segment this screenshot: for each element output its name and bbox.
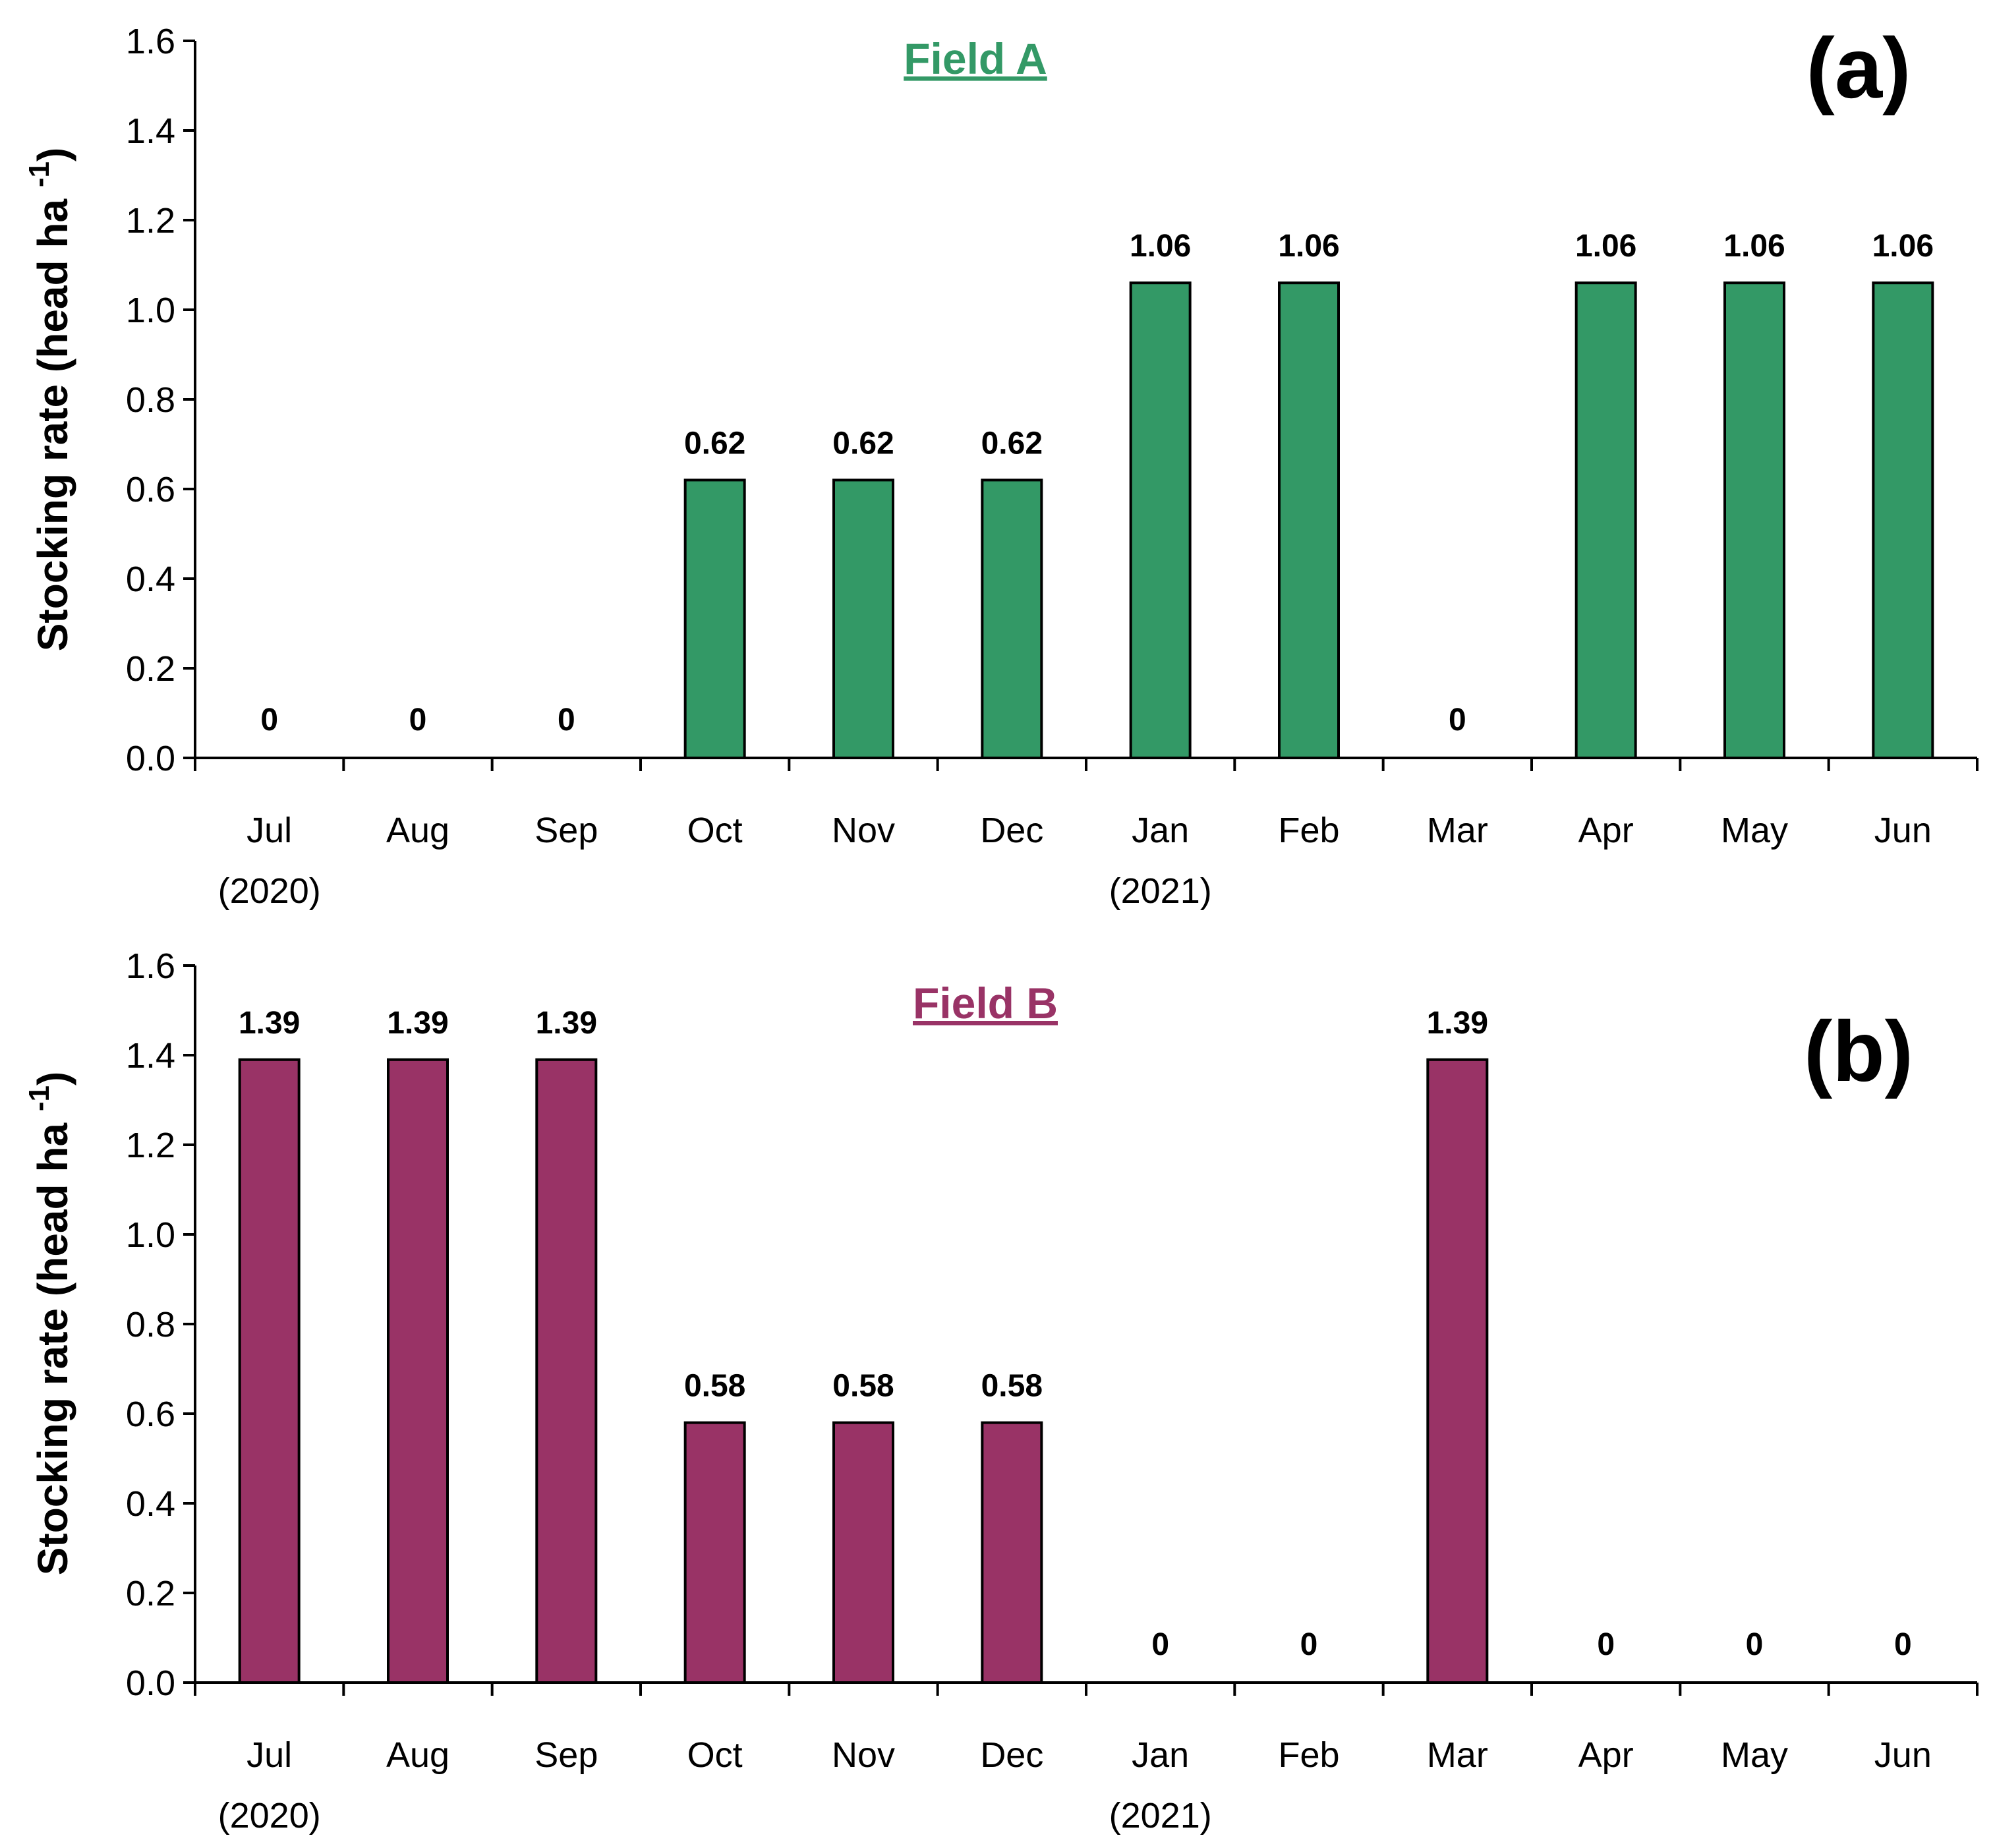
category-label: Apr bbox=[1578, 1735, 1634, 1775]
category-label: Mar bbox=[1427, 811, 1488, 850]
category-label: Aug bbox=[386, 811, 449, 850]
category-label: Nov bbox=[832, 1735, 895, 1775]
category-label: Feb bbox=[1278, 811, 1339, 850]
y-tick-label: 1.2 bbox=[126, 1126, 175, 1165]
category-label: Jun bbox=[1874, 811, 1932, 850]
data-label: 0.58 bbox=[981, 1369, 1043, 1404]
category-label: Jun bbox=[1874, 1735, 1932, 1775]
data-label: 1.06 bbox=[1872, 229, 1934, 264]
bar-oct bbox=[683, 478, 746, 760]
category-label: May bbox=[1721, 811, 1788, 850]
category-label: Feb bbox=[1278, 1735, 1339, 1775]
category-label: Aug bbox=[386, 1735, 449, 1775]
y-tick-label: 0.0 bbox=[126, 739, 175, 778]
data-label: 0.62 bbox=[684, 426, 745, 461]
bar-dec bbox=[981, 478, 1043, 760]
data-label: 1.06 bbox=[1130, 229, 1191, 264]
category-label: Oct bbox=[687, 1735, 743, 1775]
bar-feb bbox=[1278, 281, 1340, 759]
bar-jul bbox=[238, 1058, 301, 1685]
data-label: 0 bbox=[1449, 703, 1466, 737]
y-tick-label: 1.6 bbox=[126, 946, 175, 986]
category-year-label: (2021) bbox=[1109, 871, 1212, 911]
category-label: Oct bbox=[687, 811, 743, 850]
category-label: Jul bbox=[246, 811, 292, 850]
panel-b-chart: 0.0 0.2 0.4 0.6 0.8 1.0 1.2 1.4 1.6 1.39 Jul (2020)… bbox=[23, 946, 1979, 1835]
bar-may bbox=[1723, 281, 1785, 759]
bar-nov bbox=[832, 1421, 894, 1685]
data-label: 0 bbox=[409, 703, 427, 737]
data-label: 1.06 bbox=[1575, 229, 1636, 264]
y-tick-label: 0.8 bbox=[126, 1305, 175, 1344]
bar-nov bbox=[832, 478, 894, 760]
bar-oct bbox=[683, 1421, 746, 1685]
category-label: May bbox=[1721, 1735, 1788, 1775]
category-label: Dec bbox=[980, 1735, 1043, 1775]
data-label: 0 bbox=[1894, 1627, 1912, 1662]
category-label: Mar bbox=[1427, 1735, 1488, 1775]
data-label: 0 bbox=[1151, 1627, 1169, 1662]
y-tick-label: 0.6 bbox=[126, 1395, 175, 1434]
data-label: 1.39 bbox=[239, 1006, 300, 1041]
y-tick-label: 1.6 bbox=[126, 22, 175, 61]
category-year-label: (2021) bbox=[1109, 1796, 1212, 1835]
category-label: Dec bbox=[980, 811, 1043, 850]
data-label: 0 bbox=[1597, 1627, 1615, 1662]
y-tick-label: 0.4 bbox=[126, 560, 175, 599]
category-year-label: (2020) bbox=[218, 871, 321, 911]
data-label: 0 bbox=[260, 703, 278, 737]
field-title: Field A bbox=[904, 34, 1047, 83]
y-tick-label: 0.8 bbox=[126, 380, 175, 420]
category-label: Jan bbox=[1132, 1735, 1189, 1775]
data-label: 1.06 bbox=[1723, 229, 1785, 264]
panel-label: (b) bbox=[1804, 1003, 1913, 1099]
bar-jan bbox=[1129, 281, 1192, 759]
y-tick-label: 0.6 bbox=[126, 470, 175, 509]
category-label: Jan bbox=[1132, 811, 1189, 850]
y-tick-label: 1.2 bbox=[126, 201, 175, 241]
category-label: Apr bbox=[1578, 811, 1634, 850]
y-tick-label: 0.2 bbox=[126, 1574, 175, 1613]
bar-mar bbox=[1426, 1058, 1489, 1685]
data-label: 0.62 bbox=[832, 426, 894, 461]
data-label: 0.58 bbox=[684, 1369, 745, 1404]
data-label: 0 bbox=[1746, 1627, 1764, 1662]
y-tick-label: 1.4 bbox=[126, 1036, 175, 1076]
y-tick-label: 1.4 bbox=[126, 111, 175, 151]
y-axis-title: Stocking rate (head ha -1) bbox=[23, 148, 76, 652]
category-label: Sep bbox=[534, 811, 598, 850]
data-label: 0.58 bbox=[832, 1369, 894, 1404]
y-tick-label: 1.0 bbox=[126, 291, 175, 330]
bar-sep bbox=[535, 1058, 598, 1685]
bar-jun bbox=[1872, 281, 1934, 759]
field-title: Field B bbox=[913, 979, 1058, 1027]
panel-a-chart: 0.0 0.2 0.4 0.6 0.8 1.0 1.2 1.4 1.6 0 Jul (2020) 0 Au… bbox=[23, 20, 1979, 911]
data-label: 1.39 bbox=[1427, 1006, 1488, 1041]
category-year-label: (2020) bbox=[218, 1796, 321, 1835]
category-label: Nov bbox=[832, 811, 895, 850]
category-label: Jul bbox=[246, 1735, 292, 1775]
y-axis-title: Stocking rate (head ha -1) bbox=[23, 1072, 76, 1576]
y-tick-label: 0.2 bbox=[126, 649, 175, 689]
bar-apr bbox=[1574, 281, 1637, 759]
data-label: 1.39 bbox=[536, 1006, 597, 1041]
data-label: 1.06 bbox=[1278, 229, 1339, 264]
y-tick-label: 0.4 bbox=[126, 1484, 175, 1524]
data-label: 1.39 bbox=[387, 1006, 448, 1041]
y-tick-label: 1.0 bbox=[126, 1215, 175, 1255]
category-label: Sep bbox=[534, 1735, 598, 1775]
data-label: 0 bbox=[1300, 1627, 1318, 1662]
panel-label: (a) bbox=[1806, 20, 1911, 116]
bar-aug bbox=[387, 1058, 449, 1685]
y-tick-label: 0.0 bbox=[126, 1663, 175, 1703]
data-label: 0 bbox=[558, 703, 575, 737]
bar-dec bbox=[981, 1421, 1043, 1685]
data-label: 0.62 bbox=[981, 426, 1043, 461]
